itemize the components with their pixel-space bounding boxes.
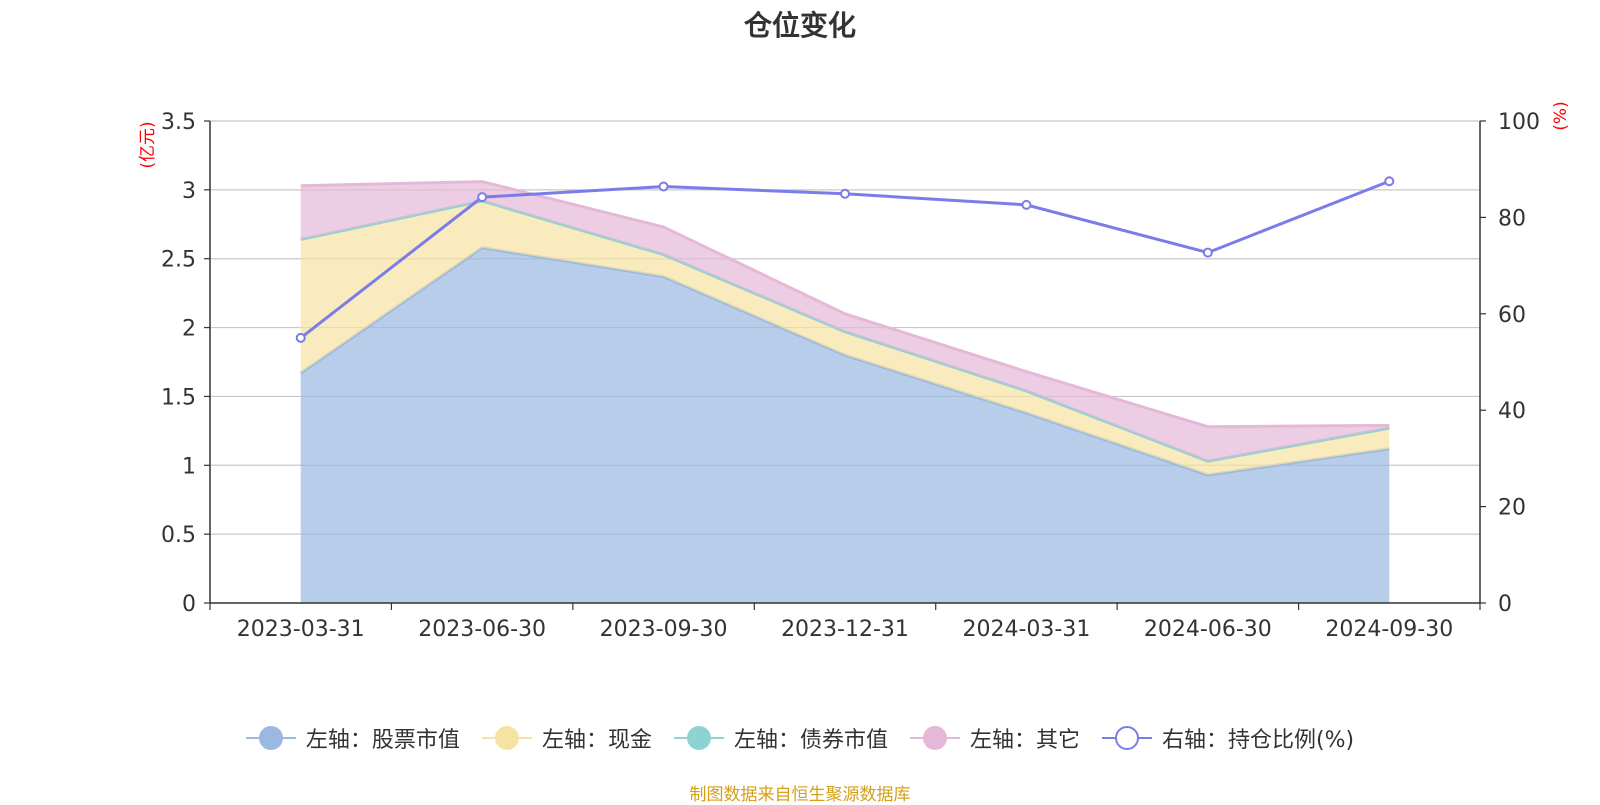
holding-ratio-point [1384,176,1395,187]
legend-item[interactable]: 左轴：现金 [481,722,652,754]
ratio-line [295,176,1395,343]
left-axis-tick-label: 1 [182,454,196,479]
area-edge-4 [300,180,1390,429]
legend-item[interactable]: 右轴：持仓比例(%) [1101,722,1355,754]
legend-label: 左轴：债券市值 [733,728,888,753]
left-axis-tick-label: 1.5 [161,385,196,410]
x-axis-tick-label: 2024-09-30 [1325,617,1453,642]
holding-ratio-point [477,192,488,203]
area-1 [300,247,1390,603]
legend-label: 左轴：现金 [541,728,652,753]
legend-swatch [481,726,532,750]
legend-item[interactable]: 左轴：债券市值 [673,722,888,754]
holding-ratio-point [295,332,306,343]
right-axis-unit-label: (%) [1551,101,1571,130]
axes: 0 0.5 1 1.5 2 2.5 3 3.5 0 20 40 60 80 100 2023-03-31 20… [161,110,1540,642]
left-axis-tick-label: 3.5 [161,110,196,135]
legend-item[interactable]: 左轴：股票市值 [245,722,460,754]
holding-ratio-point [1021,199,1032,210]
left-axis-tick-label: 2 [182,317,196,342]
legend: 左轴：股票市值 左轴：现金 左轴：债券市值 左轴：其它 右轴：持仓比例(%) [0,722,1600,754]
chart-title: 仓位变化 [743,9,856,42]
left-axis-tick-label: 3 [182,179,196,204]
legend-label: 左轴：股票市值 [305,728,460,753]
legend-swatch [1101,726,1152,750]
area-4 [300,181,1390,462]
left-axis-tick-label: 2.5 [161,248,196,273]
holding-ratio-point [658,181,669,192]
legend-label: 左轴：其它 [969,728,1080,753]
x-axis-tick-label: 2024-03-31 [962,617,1090,642]
position-change-chart: 0 0.5 1 1.5 2 2.5 3 3.5 0 20 40 60 80 100 2023-03-31 20… [138,101,1571,642]
right-axis-tick-label: 40 [1498,399,1526,424]
right-axis-tick-label: 0 [1498,592,1512,617]
data-source-note: 制图数据来自恒生聚源数据库 [689,785,911,805]
right-axis-tick-label: 60 [1498,303,1526,328]
right-axis-tick-label: 80 [1498,206,1526,231]
x-axis-tick-label: 2024-06-30 [1144,617,1272,642]
right-axis-tick-label: 20 [1498,496,1526,521]
x-axis-tick-label: 2023-06-30 [418,617,546,642]
legend-label: 右轴：持仓比例(%) [1161,728,1355,753]
holding-ratio-point [1202,247,1213,258]
area-2 [300,200,1390,475]
legend-swatch [673,726,724,750]
x-axis-tick-label: 2023-12-31 [781,617,909,642]
x-axis-tick-label: 2023-09-30 [600,617,728,642]
legend-item[interactable]: 左轴：其它 [909,722,1080,754]
left-axis-tick-label: 0.5 [161,523,196,548]
holding-ratio-point [840,188,850,199]
x-axis-tick-label: 2023-03-31 [237,617,365,642]
legend-swatch [245,726,296,750]
right-axis-tick-label: 100 [1498,110,1540,135]
legend-swatch [909,726,960,750]
left-axis-tick-label: 0 [182,592,196,617]
left-axis-unit-label: (亿元) [138,121,158,168]
